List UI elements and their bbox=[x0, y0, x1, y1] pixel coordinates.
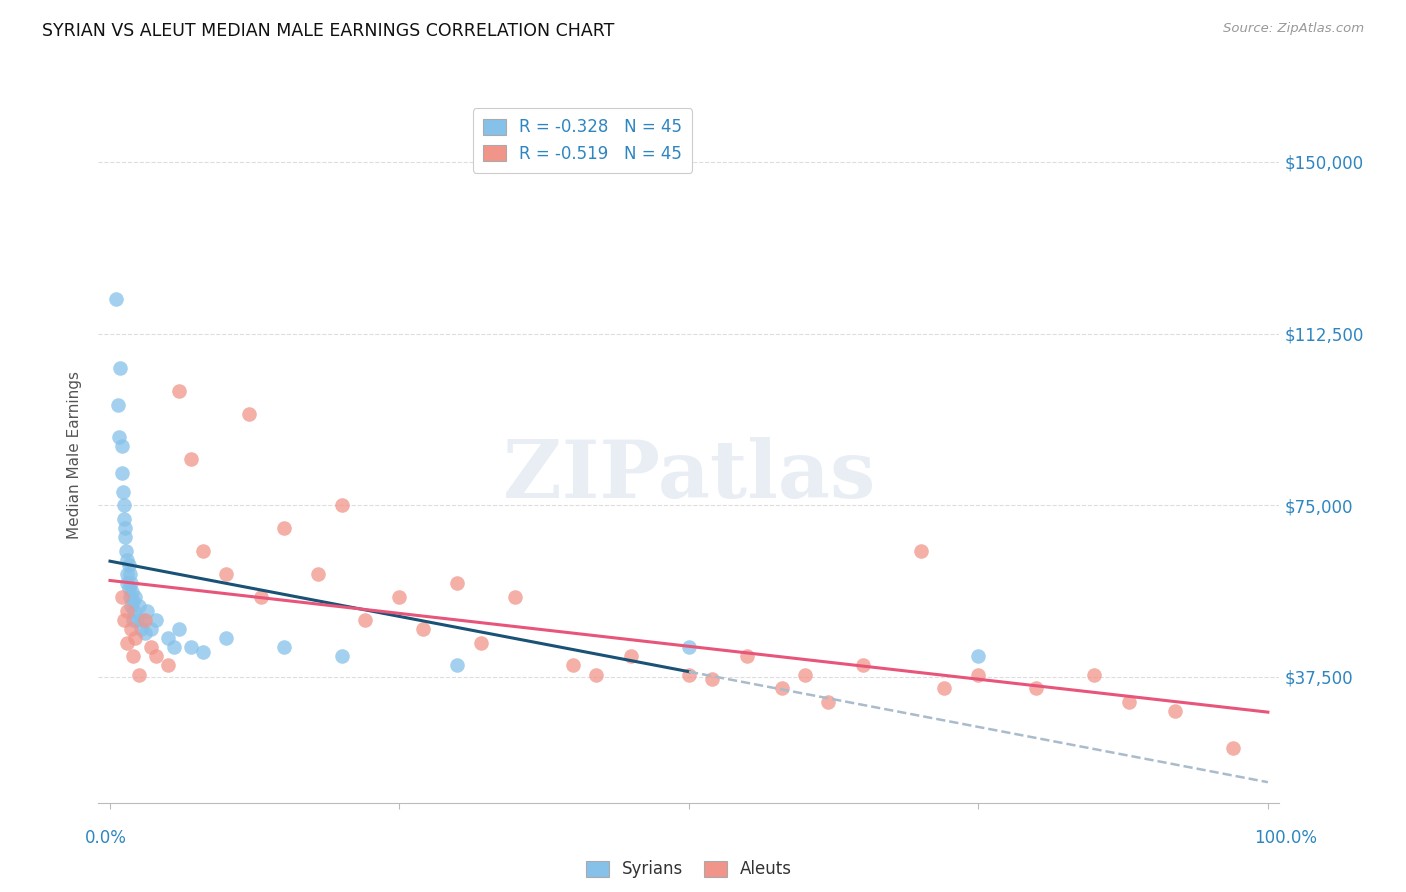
Point bbox=[121, 585, 143, 599]
Text: SYRIAN VS ALEUT MEDIAN MALE EARNINGS CORRELATION CHART: SYRIAN VS ALEUT MEDIAN MALE EARNINGS COR… bbox=[42, 22, 614, 40]
Point bbox=[585, 667, 607, 681]
Point bbox=[169, 384, 191, 398]
Point bbox=[124, 590, 146, 604]
Point bbox=[117, 566, 139, 581]
Point bbox=[139, 640, 162, 655]
Point bbox=[104, 293, 127, 307]
Point bbox=[1118, 695, 1140, 709]
Point bbox=[117, 558, 139, 572]
Point bbox=[117, 635, 139, 649]
Point bbox=[110, 360, 132, 375]
Point bbox=[910, 544, 932, 558]
Point bbox=[817, 695, 839, 709]
Point bbox=[735, 649, 758, 664]
Point bbox=[273, 521, 295, 535]
Point bbox=[215, 566, 238, 581]
Point bbox=[115, 544, 138, 558]
Point bbox=[273, 640, 295, 655]
Point bbox=[108, 429, 131, 443]
Point bbox=[620, 649, 643, 664]
Point bbox=[117, 603, 139, 617]
Point bbox=[852, 658, 875, 673]
Point bbox=[110, 467, 132, 481]
Point bbox=[191, 645, 214, 659]
Point bbox=[120, 622, 142, 636]
Point bbox=[793, 667, 815, 681]
Point bbox=[249, 590, 271, 604]
Point bbox=[112, 512, 135, 526]
Point bbox=[120, 576, 142, 591]
Point bbox=[120, 599, 142, 613]
Y-axis label: Median Male Earnings: Median Male Earnings bbox=[67, 371, 83, 539]
Point bbox=[215, 631, 238, 645]
Point bbox=[180, 640, 202, 655]
Point bbox=[118, 566, 141, 581]
Point bbox=[124, 631, 146, 645]
Point bbox=[114, 521, 136, 535]
Point bbox=[330, 498, 353, 512]
Point bbox=[446, 576, 468, 591]
Point bbox=[1164, 704, 1187, 718]
Point bbox=[238, 407, 260, 421]
Point bbox=[107, 398, 129, 412]
Point bbox=[163, 640, 186, 655]
Point bbox=[122, 594, 145, 608]
Point bbox=[330, 649, 353, 664]
Point bbox=[128, 667, 150, 681]
Point bbox=[967, 649, 990, 664]
Point bbox=[134, 613, 156, 627]
Point bbox=[191, 544, 214, 558]
Point bbox=[470, 635, 492, 649]
Point bbox=[117, 553, 139, 567]
Point bbox=[114, 530, 136, 544]
Legend: Syrians, Aleuts: Syrians, Aleuts bbox=[579, 854, 799, 885]
Point bbox=[112, 613, 135, 627]
Point bbox=[124, 603, 146, 617]
Point bbox=[180, 452, 202, 467]
Point bbox=[129, 622, 152, 636]
Text: Source: ZipAtlas.com: Source: ZipAtlas.com bbox=[1223, 22, 1364, 36]
Text: 0.0%: 0.0% bbox=[84, 829, 127, 847]
Point bbox=[678, 640, 700, 655]
Point bbox=[1083, 667, 1105, 681]
Point bbox=[156, 658, 179, 673]
Text: ZIPatlas: ZIPatlas bbox=[503, 437, 875, 515]
Point bbox=[932, 681, 955, 696]
Point bbox=[111, 484, 134, 499]
Point bbox=[118, 590, 141, 604]
Point bbox=[156, 631, 179, 645]
Point bbox=[446, 658, 468, 673]
Point bbox=[134, 626, 156, 640]
Point bbox=[145, 649, 167, 664]
Point bbox=[388, 590, 411, 604]
Point bbox=[145, 613, 167, 627]
Point bbox=[112, 498, 135, 512]
Point bbox=[122, 649, 145, 664]
Point bbox=[503, 590, 526, 604]
Point bbox=[678, 667, 700, 681]
Point bbox=[117, 581, 139, 595]
Point bbox=[700, 672, 723, 686]
Point bbox=[136, 603, 159, 617]
Point bbox=[122, 613, 145, 627]
Point bbox=[110, 590, 132, 604]
Point bbox=[562, 658, 585, 673]
Point bbox=[412, 622, 434, 636]
Point bbox=[128, 599, 150, 613]
Point bbox=[117, 576, 139, 591]
Point bbox=[131, 613, 153, 627]
Point bbox=[110, 439, 132, 453]
Point bbox=[770, 681, 793, 696]
Point bbox=[353, 613, 375, 627]
Point bbox=[125, 613, 148, 627]
Point bbox=[139, 622, 162, 636]
Point bbox=[169, 622, 191, 636]
Point bbox=[1222, 740, 1244, 755]
Point bbox=[1025, 681, 1047, 696]
Point bbox=[967, 667, 990, 681]
Point bbox=[307, 566, 329, 581]
Text: 100.0%: 100.0% bbox=[1254, 829, 1317, 847]
